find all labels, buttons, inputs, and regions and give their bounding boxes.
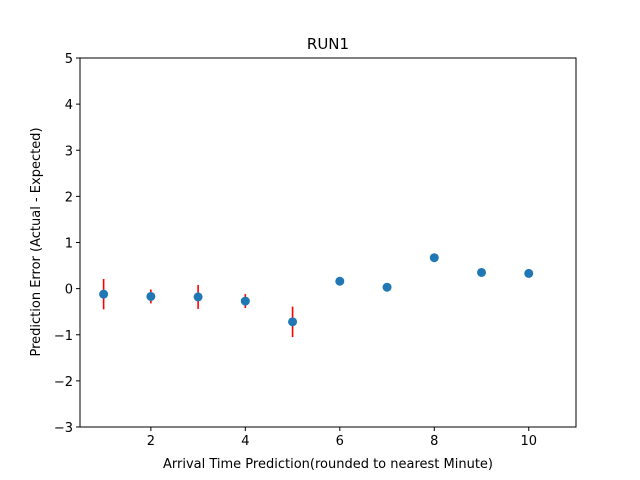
data-point <box>524 268 534 278</box>
y-tick-label: 1 <box>65 237 73 252</box>
data-point <box>146 291 156 301</box>
y-tick-label: −3 <box>54 421 73 436</box>
x-tick-label: 8 <box>430 434 438 449</box>
plot-frame <box>79 57 577 428</box>
y-tick-label: 0 <box>65 283 73 298</box>
x-tick-label: 10 <box>520 434 537 449</box>
y-tick-label: −1 <box>54 329 73 344</box>
data-point <box>288 317 298 327</box>
data-point <box>429 253 439 263</box>
x-tick-label: 2 <box>147 434 155 449</box>
y-tick-label: 4 <box>65 98 73 113</box>
x-axis-label: Arrival Time Prediction(rounded to neare… <box>163 457 493 472</box>
chart-title: RUN1 <box>307 35 349 53</box>
data-point <box>335 276 345 286</box>
data-point <box>99 289 109 299</box>
data-point <box>477 267 487 277</box>
x-tick-label: 4 <box>241 434 249 449</box>
error-bars <box>102 278 294 338</box>
y-tick-label: −2 <box>54 375 73 390</box>
data-points <box>99 253 534 327</box>
data-point <box>240 296 250 306</box>
data-point <box>382 282 392 292</box>
y-axis-label: Prediction Error (Actual - Expected) <box>29 127 44 356</box>
data-point <box>193 292 203 302</box>
y-tick-label: 3 <box>65 144 73 159</box>
y-axis: −3 −2 −1 0 1 2 3 4 5 <box>54 52 80 436</box>
x-tick-label: 6 <box>336 434 344 449</box>
x-axis: 2 4 6 8 10 <box>147 427 537 449</box>
y-tick-label: 2 <box>65 190 73 205</box>
y-tick-label: 5 <box>65 52 73 67</box>
plot-area: 2 4 6 8 10 −3 −2 −1 0 1 2 3 4 5 <box>54 52 577 449</box>
